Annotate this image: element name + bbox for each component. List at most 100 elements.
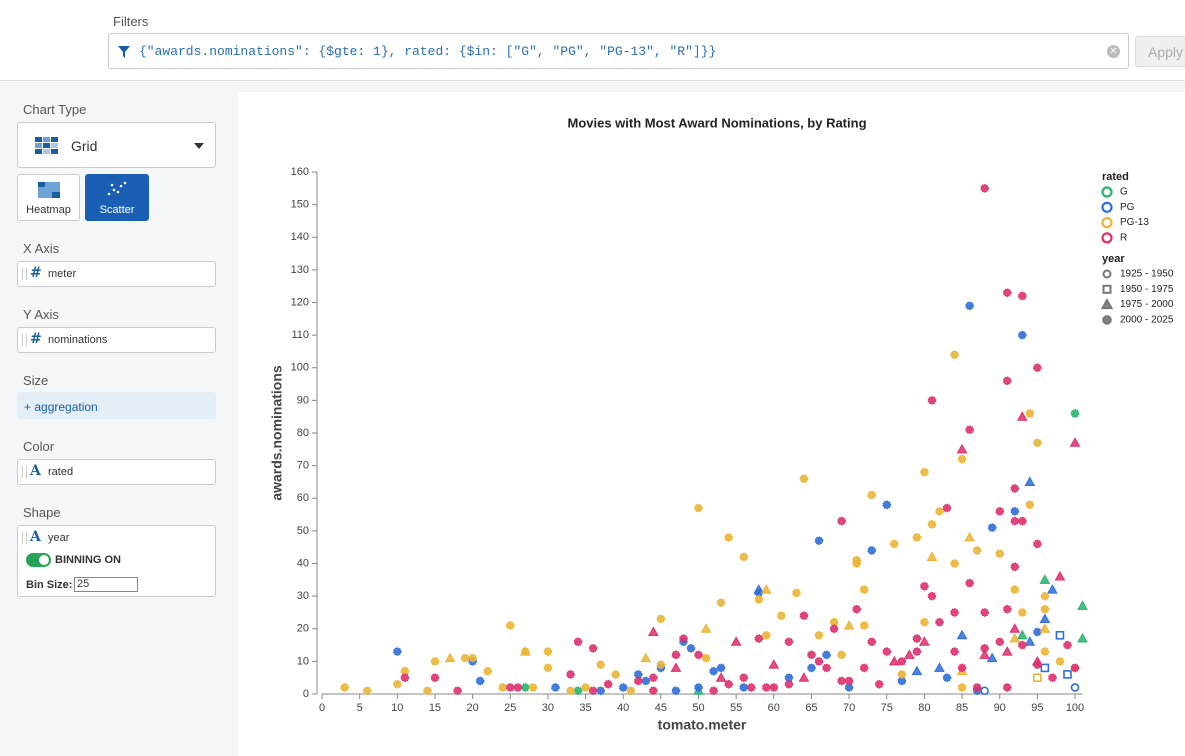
point [995, 507, 1005, 516]
point [784, 673, 794, 682]
point [867, 490, 876, 500]
y-tick-label: 50 [297, 525, 309, 537]
point [671, 650, 681, 660]
scatter-button[interactable]: Scatter [85, 174, 149, 221]
point [888, 655, 900, 666]
scatter-icon [107, 181, 127, 196]
point [686, 644, 696, 653]
x-tick-label: 70 [843, 702, 855, 714]
point [979, 649, 990, 659]
binning-toggle[interactable] [26, 553, 51, 567]
point [1016, 411, 1028, 421]
point [1002, 604, 1012, 614]
apply-button[interactable]: Apply [1135, 36, 1185, 67]
point [1040, 604, 1050, 614]
point [641, 676, 651, 686]
query-input[interactable]: {"awards.nominations": {$gte: 1}, rated:… [108, 33, 1129, 69]
point [1024, 636, 1036, 646]
x-axis-title: tomato.meter [658, 717, 747, 733]
legend-label: PG [1120, 202, 1135, 213]
section-label: Y Axis [23, 307, 59, 322]
point [995, 549, 1005, 559]
y-tick-label: 110 [291, 329, 309, 341]
point [814, 536, 824, 545]
heatmap-button[interactable]: Heatmap [17, 174, 80, 221]
point [730, 636, 742, 646]
size-drop[interactable]: + aggregation [17, 392, 216, 419]
x-tick-label: 90 [994, 702, 1006, 714]
point [814, 630, 824, 640]
x-tick-label: 75 [881, 702, 893, 714]
point [956, 629, 968, 640]
point [1063, 640, 1072, 650]
y-tick-label: 150 [291, 199, 309, 211]
point [1033, 660, 1042, 669]
point [1039, 574, 1051, 584]
point [1025, 409, 1035, 418]
point [1055, 630, 1065, 640]
point [393, 647, 402, 656]
point [777, 611, 786, 621]
point [400, 666, 410, 676]
legend-label: 1925 - 1950 [1120, 269, 1174, 280]
legend-marker [1102, 269, 1112, 279]
point [956, 443, 968, 454]
bin-size-input[interactable]: 25 [74, 577, 138, 592]
y-tick-label: 30 [297, 590, 309, 602]
point [987, 523, 997, 532]
point [746, 683, 756, 692]
point [965, 301, 974, 311]
point [670, 662, 682, 672]
x-tick-label: 100 [1066, 702, 1084, 714]
point [814, 657, 824, 666]
point [859, 585, 869, 594]
point [852, 559, 861, 568]
point [822, 663, 831, 673]
x-tick-label: 25 [504, 702, 516, 714]
point [912, 634, 922, 643]
point [1002, 376, 1012, 386]
point [588, 686, 598, 696]
point [709, 686, 718, 696]
point [769, 683, 779, 692]
query-text: {"awards.nominations": {$gte: 1}, rated:… [139, 44, 717, 59]
point [942, 503, 952, 513]
point [633, 676, 643, 686]
point [859, 621, 869, 630]
point [882, 500, 892, 510]
point [1047, 584, 1058, 594]
x-tick-label: 45 [655, 702, 667, 714]
point [807, 663, 816, 673]
point [647, 626, 659, 637]
scatter-label: Scatter [99, 204, 135, 216]
point [566, 670, 575, 679]
point [843, 619, 855, 630]
point [768, 659, 780, 669]
clear-button[interactable]: ✕ [1107, 45, 1120, 58]
point [588, 644, 598, 653]
point [393, 679, 402, 689]
y-tick-label: 140 [291, 231, 309, 243]
point [798, 672, 810, 682]
chart-type-dropdown[interactable]: Grid [17, 122, 216, 168]
point [903, 649, 915, 659]
point [1040, 591, 1050, 601]
y-tick-label: 100 [291, 362, 309, 374]
point [1033, 363, 1042, 373]
legend-label: G [1120, 187, 1128, 198]
point [754, 634, 764, 643]
x-tick-label: 10 [391, 702, 403, 714]
y-field[interactable]: # nominations [17, 327, 216, 353]
x-field[interactable]: # meter [17, 261, 216, 287]
field-name: rated [48, 466, 74, 478]
point [498, 683, 508, 692]
point [1025, 500, 1035, 510]
point [980, 608, 989, 617]
point [897, 676, 907, 686]
point [1010, 484, 1020, 493]
point [649, 686, 658, 696]
toggle-label: BINNING ON [55, 554, 121, 566]
section-label: Chart Type [23, 102, 87, 117]
